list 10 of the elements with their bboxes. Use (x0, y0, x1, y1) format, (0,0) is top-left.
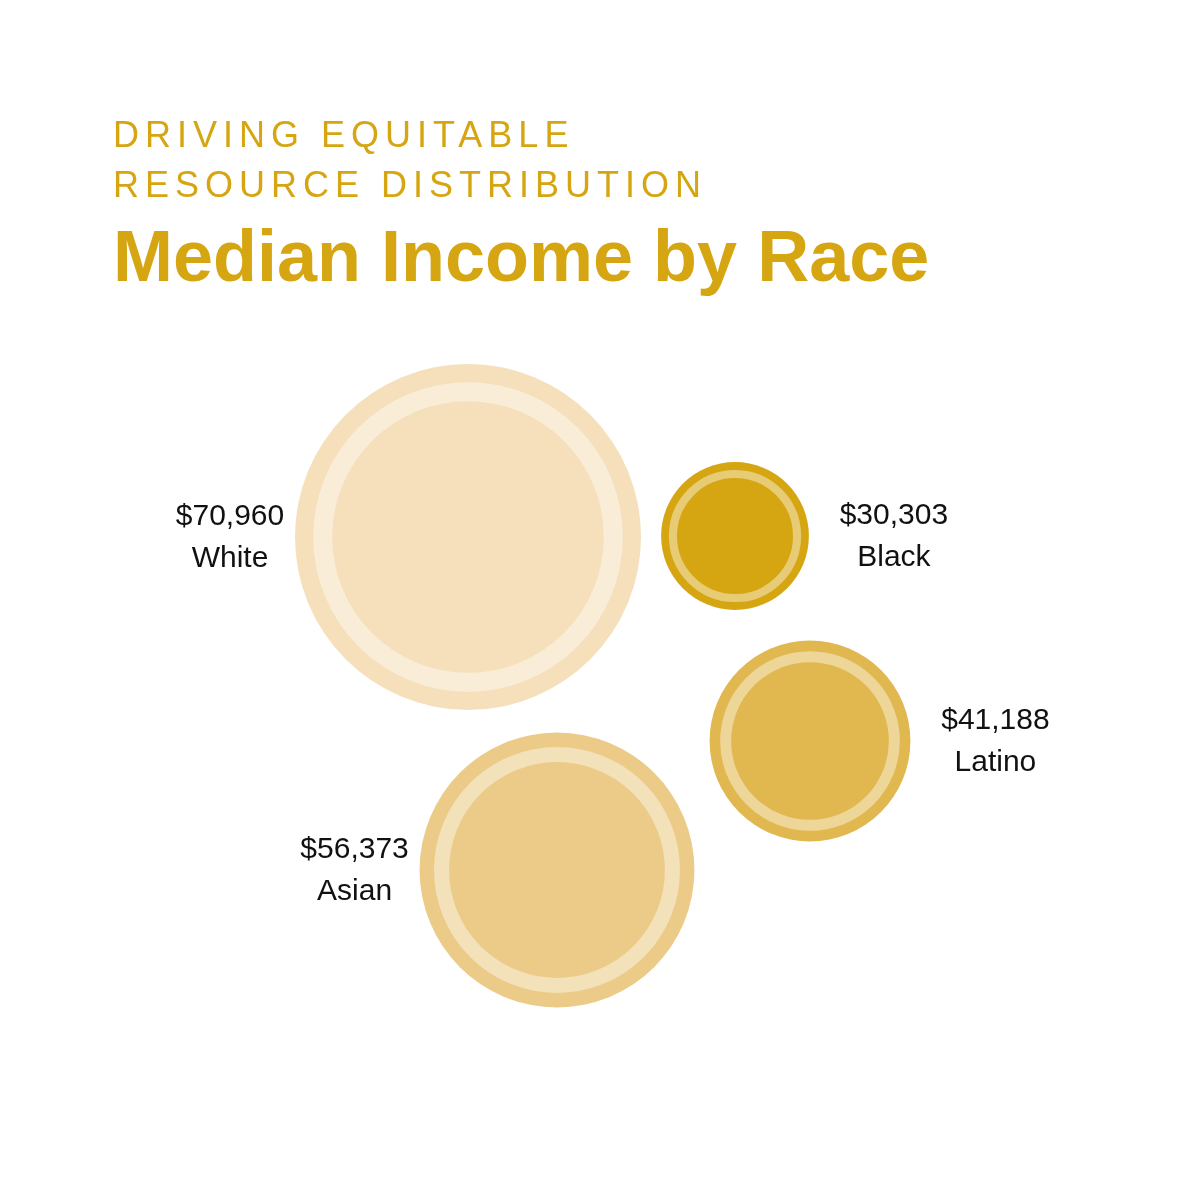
category-label: Black (857, 539, 932, 573)
data-label: $56,373 (300, 831, 409, 865)
category-label: White (191, 540, 269, 574)
text: Median Income by Race (113, 215, 930, 297)
category-label: Latino (954, 744, 1037, 778)
text: DRIVING EQUITABLE RESOURCE DISTRIBUTION (113, 113, 709, 207)
data-label: $30,303 (839, 497, 949, 531)
data-label: $70,960 (175, 498, 285, 532)
data-label: $41,188 (941, 702, 1050, 736)
category-label: Asian (317, 873, 393, 907)
